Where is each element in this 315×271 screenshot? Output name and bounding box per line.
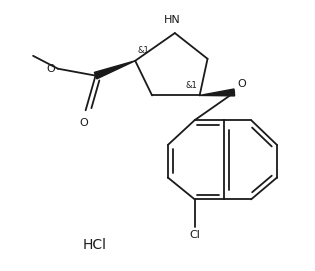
Text: Cl: Cl bbox=[189, 230, 200, 240]
Text: O: O bbox=[46, 64, 55, 74]
Text: &1: &1 bbox=[137, 46, 149, 55]
Text: O: O bbox=[237, 79, 246, 89]
Text: &1: &1 bbox=[186, 82, 198, 91]
Polygon shape bbox=[200, 89, 235, 96]
Polygon shape bbox=[94, 61, 135, 79]
Text: HCl: HCl bbox=[83, 238, 107, 253]
Text: O: O bbox=[79, 118, 88, 128]
Text: HN: HN bbox=[163, 15, 180, 25]
